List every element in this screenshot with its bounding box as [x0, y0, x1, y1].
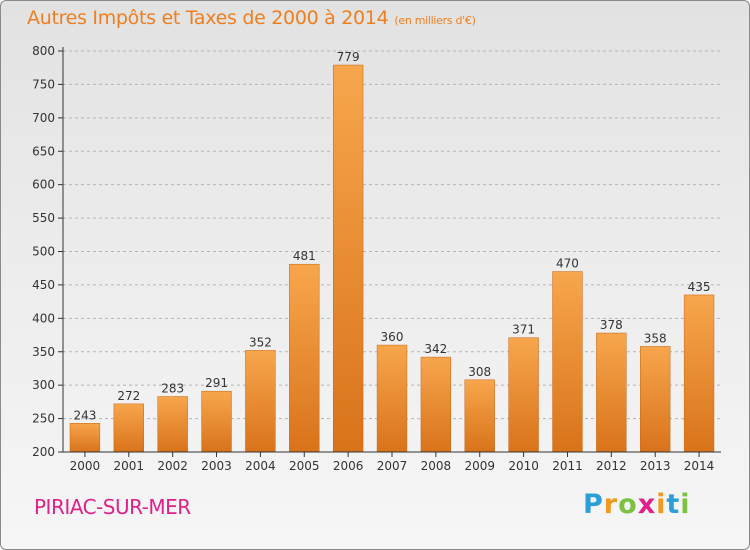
- bar-value-label: 243: [73, 408, 96, 422]
- x-tick-label: 2007: [377, 459, 408, 473]
- bar: [508, 337, 539, 453]
- unit-label: (en milliers d'€): [394, 14, 476, 27]
- y-tick-label: 700: [32, 111, 55, 125]
- x-tick-label: 2001: [114, 459, 145, 473]
- bar-value-label: 272: [117, 389, 140, 403]
- bar: [69, 423, 101, 453]
- bar: [420, 356, 452, 453]
- y-tick-label: 800: [32, 44, 55, 58]
- bar: [596, 332, 627, 453]
- x-tick-label: 2006: [333, 459, 364, 473]
- bar-value-label: 435: [688, 280, 711, 294]
- bar: [245, 350, 276, 453]
- x-tick-label: 2002: [157, 459, 188, 473]
- x-tick-label: 2000: [70, 459, 101, 473]
- bar: [376, 344, 408, 453]
- logo-letter: x: [637, 489, 657, 520]
- bar: [683, 294, 715, 453]
- x-tick-label: 2010: [508, 459, 539, 473]
- logo-letter: i: [680, 489, 691, 520]
- logo-letter: i: [656, 489, 667, 520]
- y-tick-label: 500: [32, 245, 55, 259]
- y-tick-label: 400: [32, 311, 55, 325]
- bar: [464, 379, 495, 453]
- bar-value-label: 308: [468, 365, 491, 379]
- bar-value-label: 481: [293, 249, 316, 263]
- y-tick-label: 250: [32, 412, 55, 426]
- commune-name: PIRIAC-SUR-MER: [34, 495, 191, 519]
- chart-title: Autres Impôts et Taxes de 2000 à 2014 (en…: [27, 7, 476, 29]
- bar-value-label: 358: [644, 331, 667, 345]
- bar-value-label: 342: [424, 342, 447, 356]
- x-tick-label: 2004: [245, 459, 276, 473]
- bar: [289, 263, 320, 453]
- bar: [640, 346, 671, 453]
- bar-value-label: 283: [161, 382, 184, 396]
- bar-value-label: 371: [512, 323, 535, 337]
- bar: [332, 64, 364, 453]
- x-tick-label: 2009: [464, 459, 495, 473]
- y-tick-label: 750: [32, 77, 55, 91]
- x-tick-label: 2003: [201, 459, 232, 473]
- x-tick-label: 2005: [289, 459, 320, 473]
- y-tick-label: 300: [32, 378, 55, 392]
- bar-value-label: 352: [249, 335, 272, 349]
- bar-value-label: 360: [381, 330, 404, 344]
- bar-value-label: 779: [337, 50, 360, 64]
- x-tick-label: 2008: [421, 459, 452, 473]
- logo-letter: o: [618, 489, 638, 520]
- bar-value-label: 291: [205, 376, 228, 390]
- x-tick-label: 2012: [596, 459, 627, 473]
- bar: [552, 271, 583, 453]
- logo-letter: t: [666, 489, 681, 520]
- chart-title-text: Autres Impôts et Taxes de 2000 à 2014: [27, 7, 389, 29]
- y-tick-label: 350: [32, 345, 55, 359]
- x-tick-label: 2013: [640, 459, 671, 473]
- x-tick-label: 2011: [552, 459, 583, 473]
- proxiti-logo: Proxiti: [583, 489, 691, 520]
- logo-letter: P: [583, 489, 604, 520]
- y-tick-label: 600: [32, 178, 55, 192]
- y-tick-label: 200: [32, 445, 55, 459]
- bar: [113, 403, 144, 453]
- bar: [201, 390, 232, 453]
- y-tick-label: 550: [32, 211, 55, 225]
- bar-value-label: 470: [556, 257, 579, 271]
- y-tick-label: 450: [32, 278, 55, 292]
- y-tick-label: 650: [32, 144, 55, 158]
- bar-value-label: 378: [600, 318, 623, 332]
- x-tick-label: 2014: [684, 459, 715, 473]
- logo-letter: r: [603, 489, 619, 520]
- bar: [157, 396, 188, 453]
